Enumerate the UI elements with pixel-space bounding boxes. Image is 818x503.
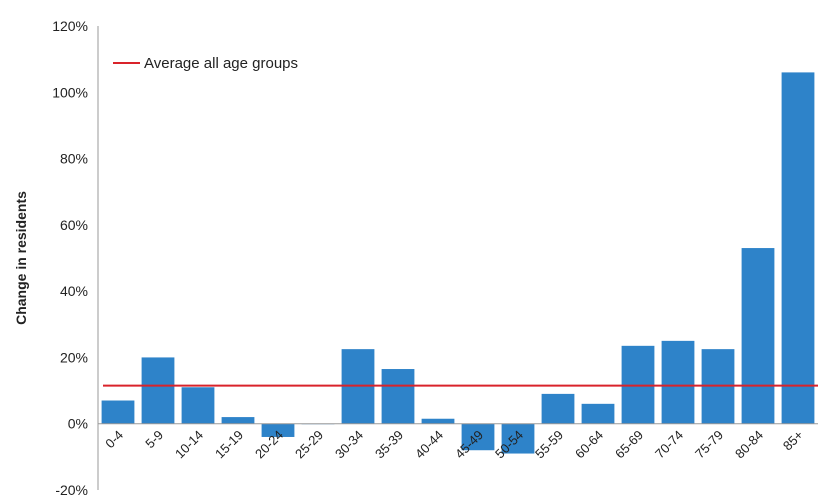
x-tick-label: 55-59 (532, 427, 566, 461)
y-tick-label: 120% (52, 18, 88, 34)
x-tick-label: 85+ (780, 427, 806, 453)
bar (101, 400, 135, 424)
bar (541, 393, 575, 424)
bar (381, 369, 415, 424)
bar (181, 387, 215, 424)
bar (741, 248, 775, 424)
bar (261, 423, 295, 437)
bars (101, 72, 815, 454)
x-tick-label: 75-79 (692, 427, 726, 461)
y-tick-label: 60% (60, 217, 88, 233)
x-tick-label: 70-74 (652, 427, 686, 461)
x-tick-label: 80-84 (732, 427, 766, 461)
bar (781, 72, 815, 424)
y-tick-label: 40% (60, 283, 88, 299)
bar (421, 418, 455, 424)
x-tick-label: 35-39 (372, 427, 406, 461)
x-tick-label: 5-9 (142, 427, 166, 451)
bar (461, 423, 495, 451)
x-tick-label: 0-4 (102, 427, 126, 451)
legend-label-average: Average all age groups (144, 55, 298, 72)
x-tick-label: 60-64 (572, 427, 606, 461)
legend: Average all age groups (113, 55, 298, 72)
x-axis-ticks: 0-4 5-9 10-14 15-19 20-24 25-29 30-34 35-39 40-4… (102, 427, 806, 461)
y-tick-label: 0% (68, 416, 88, 432)
x-tick-label: 65-69 (612, 427, 646, 461)
y-tick-label: 100% (52, 84, 88, 100)
y-axis-title: Change in residents (13, 191, 29, 325)
y-tick-label: 20% (60, 349, 88, 365)
x-tick-label: 10-14 (172, 427, 206, 461)
y-axis-ticks: -20% 0% 20% 40% 60% 80% 100% 120% (52, 18, 88, 498)
x-tick-label: 25-29 (292, 427, 326, 461)
bar (141, 357, 175, 424)
x-tick-label: 30-34 (332, 427, 366, 461)
y-tick-label: 80% (60, 151, 88, 167)
x-tick-label: 40-44 (412, 427, 446, 461)
bar (661, 340, 695, 424)
bar (221, 417, 255, 424)
x-tick-label: 15-19 (212, 427, 246, 461)
bar (581, 403, 615, 424)
bar (501, 423, 535, 454)
y-tick-label: -20% (55, 482, 88, 498)
